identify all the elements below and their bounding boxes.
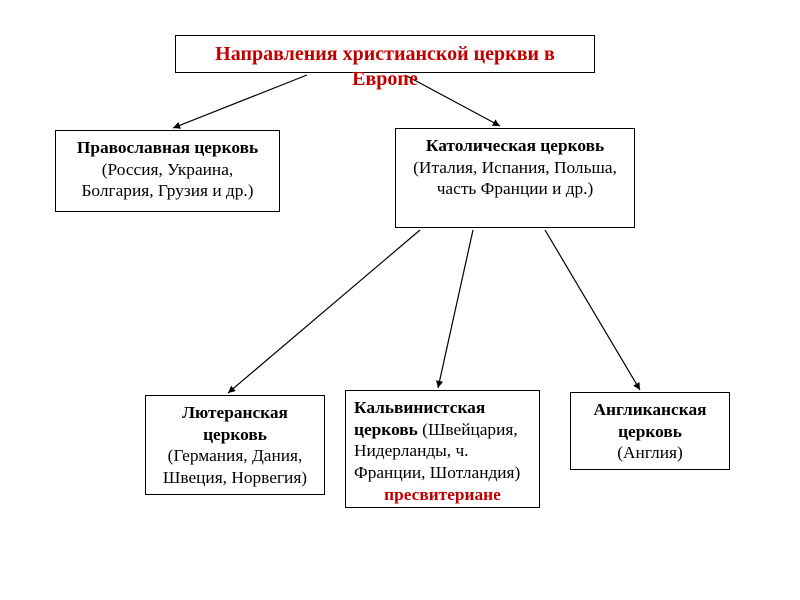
calvinist-extra: пресвитериане xyxy=(384,485,501,504)
edge-catholic-anglican xyxy=(545,230,640,390)
anglican-title: Англиканская церковь xyxy=(593,400,706,441)
lutheran-body: (Германия, Дания, Швеция, Норвегия) xyxy=(163,446,307,487)
node-orthodox: Православная церковь (Россия, Украина, Б… xyxy=(55,130,280,212)
node-anglican: Англиканская церковь (Англия) xyxy=(570,392,730,470)
lutheran-title: Лютеранская церковь xyxy=(182,403,288,444)
edge-root-orthodox xyxy=(173,75,307,128)
catholic-body: (Италия, Испания, Польша, часть Франции … xyxy=(413,158,617,199)
edge-root-catholic xyxy=(405,75,500,126)
catholic-title: Католическая церковь xyxy=(426,136,604,155)
root-title: Направления христианской церкви в Европе xyxy=(215,43,555,90)
diagram-stage: Направления христианской церкви в Европе… xyxy=(0,0,800,600)
edge-catholic-calvinist xyxy=(438,230,473,388)
anglican-body: (Англия) xyxy=(617,443,682,462)
node-root: Направления христианской церкви в Европе xyxy=(175,35,595,73)
node-lutheran: Лютеранская церковь (Германия, Дания, Шв… xyxy=(145,395,325,495)
orthodox-body: (Россия, Украина, Болгария, Грузия и др.… xyxy=(81,160,253,201)
node-catholic: Католическая церковь (Италия, Испания, П… xyxy=(395,128,635,228)
node-calvinist: Кальвинистская церковь (Швейцария, Нидер… xyxy=(345,390,540,508)
orthodox-title: Православная церковь xyxy=(77,138,258,157)
edge-catholic-lutheran xyxy=(228,230,420,393)
